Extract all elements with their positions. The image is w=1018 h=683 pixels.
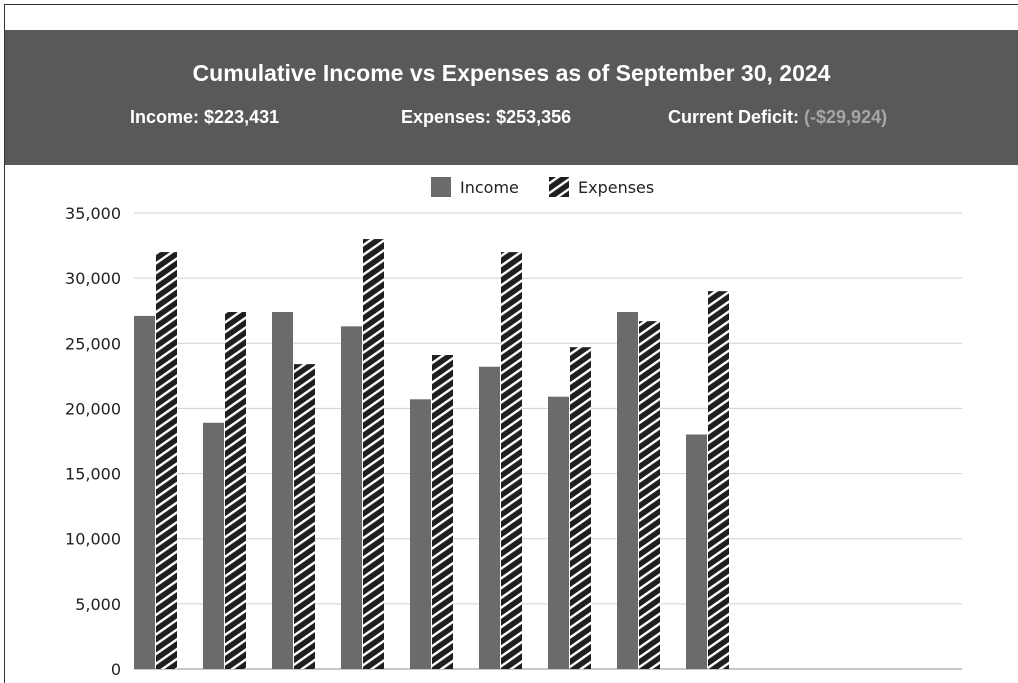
- y-tick-label: 10,000: [65, 530, 121, 549]
- income-bar: [203, 422, 224, 669]
- income-value: $223,431: [204, 107, 280, 127]
- expenses-bar: [225, 312, 246, 669]
- y-tick-label: 5,000: [75, 595, 121, 614]
- expenses-bar: [432, 355, 453, 669]
- expenses-label: Expenses:: [401, 107, 492, 127]
- expenses-bar: [570, 347, 591, 669]
- income-bar: [548, 396, 569, 669]
- legend-swatch-income: [431, 177, 451, 197]
- income-bar: [617, 312, 638, 669]
- income-summary: Income: $223,431: [130, 107, 279, 128]
- deficit-summary: Current Deficit: (-$29,924): [668, 107, 887, 128]
- y-tick-label: 20,000: [65, 399, 121, 418]
- summary-header: Cumulative Income vs Expenses as of Sept…: [5, 30, 1018, 165]
- expenses-bar: [639, 321, 660, 669]
- y-tick-label: 25,000: [65, 334, 121, 353]
- income-bar: [479, 366, 500, 669]
- deficit-value: (-$29,924): [804, 107, 888, 127]
- legend-label-expenses: Expenses: [578, 178, 654, 197]
- expenses-bar: [708, 291, 729, 669]
- expenses-bar: [156, 252, 177, 670]
- income-bar: [272, 312, 293, 669]
- expenses-bar: [363, 239, 384, 670]
- expenses-bar: [294, 364, 315, 669]
- expenses-value: $253,356: [496, 107, 572, 127]
- page-title: Cumulative Income vs Expenses as of Sept…: [192, 60, 831, 86]
- income-bar: [410, 399, 431, 669]
- income-bar: [341, 326, 362, 669]
- income-bar: [686, 434, 707, 669]
- y-tick-label: 35,000: [65, 204, 121, 223]
- income-label: Income:: [130, 107, 200, 127]
- y-tick-label: 15,000: [65, 465, 121, 484]
- legend-label-income: Income: [460, 178, 519, 197]
- y-tick-label: 30,000: [65, 269, 121, 288]
- deficit-label: Current Deficit:: [668, 107, 800, 127]
- income-bar: [134, 315, 155, 669]
- y-tick-label: 0: [111, 660, 121, 679]
- expenses-bar: [501, 252, 522, 670]
- expenses-summary: Expenses: $253,356: [401, 107, 571, 128]
- legend-swatch-expenses: [549, 177, 569, 197]
